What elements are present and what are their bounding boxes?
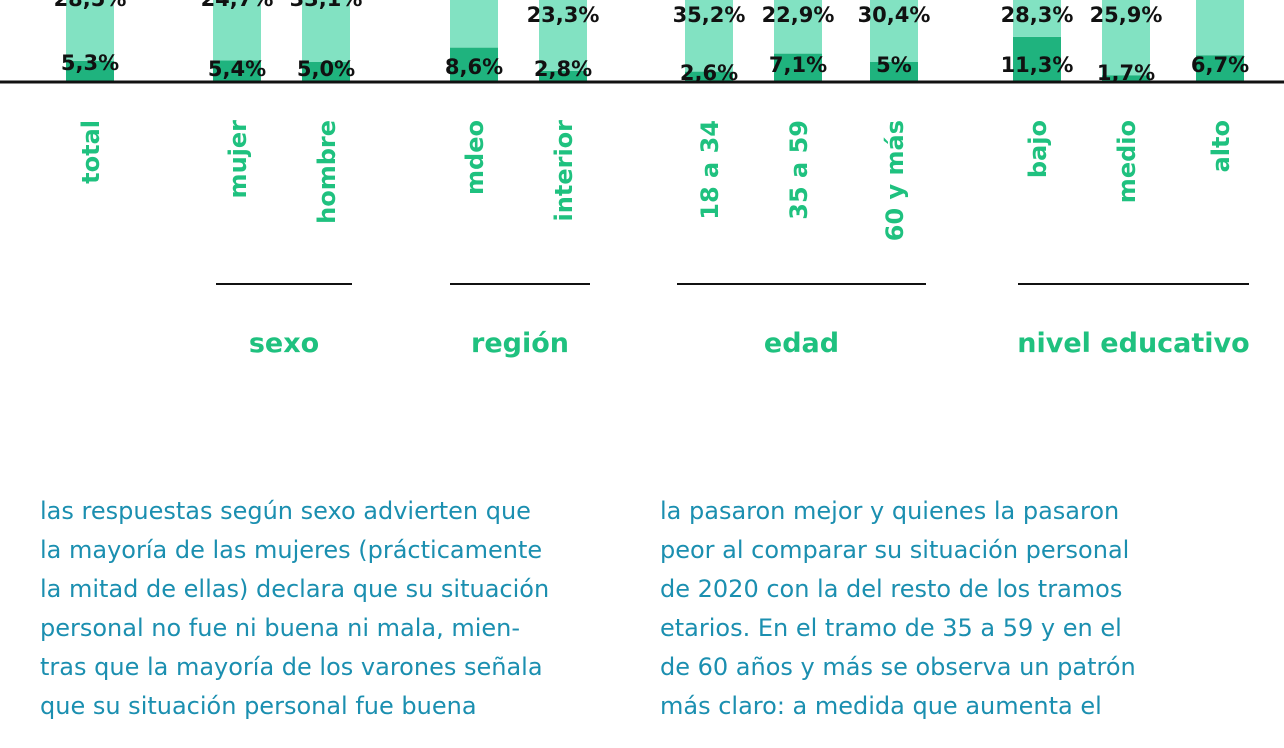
- value-label: 7,1%: [769, 53, 827, 77]
- category-label: medio: [1113, 120, 1141, 203]
- paragraph-line: tras que la mayoría de los varones señal…: [40, 653, 543, 681]
- bar-segment: [302, 0, 350, 62]
- paragraph-line: más claro: a medida que aumenta el: [660, 692, 1102, 720]
- paragraph-line: de 60 años y más se observa un patrón: [660, 653, 1136, 681]
- value-label: 24,7%: [201, 0, 274, 11]
- bar-segment: [1013, 36, 1061, 82]
- bar-segment: [302, 62, 350, 82]
- bar-segment: [870, 0, 918, 62]
- bar-segment: [66, 60, 114, 82]
- category-label: alto: [1207, 120, 1235, 172]
- value-label: 25,9%: [1090, 3, 1163, 27]
- bar-segment: [539, 0, 587, 71]
- group-label: nivel educativo: [1017, 328, 1249, 359]
- value-label: 35,2%: [673, 3, 746, 27]
- category-label: 18 a 34: [696, 120, 724, 220]
- bar-segment: [539, 70, 587, 82]
- group-label: edad: [764, 328, 839, 359]
- paragraph-line: peor al comparar su situación personal: [660, 536, 1129, 564]
- paragraph-line: las respuestas según sexo advierten que: [40, 497, 531, 525]
- bar-segment: [774, 0, 822, 54]
- value-label: 8,6%: [445, 55, 503, 79]
- bar-segment: [774, 53, 822, 82]
- paragraph-line: la mayoría de las mujeres (prácticamente: [40, 536, 542, 564]
- bar-segment: [1102, 75, 1150, 82]
- value-label: 2,8%: [534, 57, 592, 81]
- category-label: mujer: [224, 120, 252, 199]
- bar-segment: [870, 62, 918, 82]
- category-label: mdeo: [461, 120, 489, 195]
- paragraph-line: que su situación personal fue buena: [40, 692, 477, 720]
- value-label: 6,7%: [1191, 53, 1249, 77]
- bar-segment: [450, 0, 498, 48]
- value-label: 28,5%: [54, 0, 127, 11]
- bar-segment: [685, 71, 733, 82]
- value-label: 5%: [876, 53, 912, 77]
- category-label: 60 y más: [881, 120, 909, 241]
- value-label: 28,3%: [1001, 3, 1074, 27]
- value-label: 22,9%: [762, 3, 835, 27]
- category-label: total: [77, 120, 105, 184]
- value-label: 5,3%: [61, 51, 119, 75]
- bar-segment: [1196, 55, 1244, 82]
- group-label: región: [471, 328, 569, 359]
- value-label: 5,0%: [297, 57, 355, 81]
- paragraph-line: etarios. En el tramo de 35 a 59 y en el: [660, 614, 1122, 642]
- bar-segment: [213, 0, 261, 61]
- value-label: 23,3%: [527, 3, 600, 27]
- paragraph-line: la mitad de ellas) declara que su situac…: [40, 575, 549, 603]
- bar-segment: [450, 47, 498, 82]
- value-label: 33,1%: [290, 0, 363, 11]
- bar-segment: [1196, 0, 1244, 56]
- paragraph-line: de 2020 con la del resto de los tramos: [660, 575, 1122, 603]
- bar-segment: [685, 0, 733, 72]
- paragraph-line: personal no fue ni buena ni mala, mien-: [40, 614, 520, 642]
- bar-segment: [1013, 0, 1061, 37]
- bar-segment: [213, 60, 261, 82]
- category-label: interior: [550, 120, 578, 222]
- category-label: hombre: [313, 120, 341, 224]
- bar-segment: [66, 0, 114, 61]
- value-label: 5,4%: [208, 57, 266, 81]
- value-label: 11,3%: [1001, 53, 1074, 77]
- category-label: bajo: [1024, 120, 1052, 178]
- paragraph-line: la pasaron mejor y quienes la pasaron: [660, 497, 1119, 525]
- group-label: sexo: [249, 328, 319, 359]
- bar-segment: [1102, 0, 1150, 76]
- category-label: 35 a 59: [785, 120, 813, 220]
- value-label: 30,4%: [858, 3, 931, 27]
